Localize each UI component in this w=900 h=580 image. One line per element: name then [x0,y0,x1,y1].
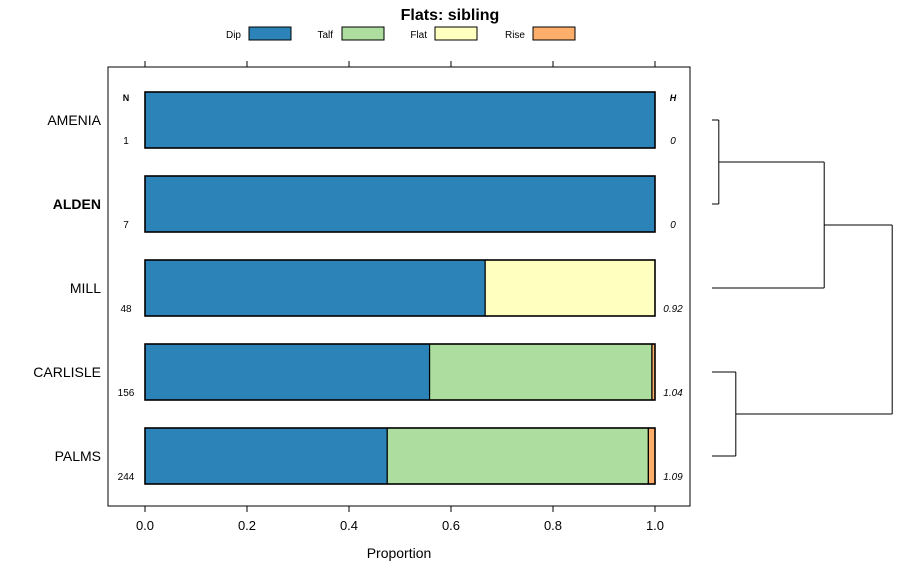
bar-outline-palms [144,427,656,485]
bar-segment-carlisle-talf [428,343,653,401]
bar-outline-alden [144,175,656,233]
legend-swatch-rise [532,26,576,41]
row-labels: AMENIA 1 0 ALDEN 7 0 MILL 48 0.92 CARLISLE 156 1.04… [33,112,683,483]
x-tick-label: 1.0 [646,518,664,533]
row-count-palms: 244 [118,472,135,483]
row-entropy-palms: 1.09 [663,472,683,483]
x-axis: 0.0 0.2 0.4 0.6 0.8 1.0 [136,61,664,533]
count-header: N [123,93,130,103]
bar-outline-mill [144,259,656,317]
x-tick-label: 0.4 [340,518,358,533]
row-label-amenia: AMENIA [47,112,101,128]
legend-swatch-dip [248,26,292,41]
row-entropy-carlisle: 1.04 [663,388,683,399]
bar-outline-carlisle [144,343,656,401]
legend-label-rise: Rise [505,30,525,41]
bars [144,91,656,485]
bar-segment-palms-dip [144,427,388,485]
row-label-mill: MILL [70,280,101,296]
legend: Dip Talf Flat Rise [226,26,576,41]
row-count-amenia: 1 [123,136,129,147]
legend-label-talf: Talf [317,30,333,41]
row-count-alden: 7 [123,220,129,231]
bar-segment-mill-flat [484,259,656,317]
bar-segment-alden-dip [144,175,656,233]
bar-segment-carlisle-dip [144,343,431,401]
legend-swatch-talf [341,26,385,41]
row-count-carlisle: 156 [118,388,135,399]
legend-label-flat: Flat [410,30,427,41]
x-tick-label: 0.0 [136,518,154,533]
row-entropy-mill: 0.92 [663,304,683,315]
row-label-alden: ALDEN [53,196,101,212]
bar-outline-amenia [144,91,656,149]
plot-frame [107,66,691,507]
bar-segment-mill-dip [144,259,486,317]
legend-swatch-flat [434,26,478,41]
x-tick-label: 0.6 [442,518,460,533]
bar-segment-amenia-dip [144,91,656,149]
row-count-mill: 48 [120,304,132,315]
x-tick-label: 0.8 [544,518,562,533]
row-entropy-alden: 0 [670,220,676,231]
x-axis-label: Proportion [367,545,432,561]
x-tick-label: 0.2 [238,518,256,533]
bar-segment-palms-talf [386,427,649,485]
row-entropy-amenia: 0 [670,136,676,147]
row-label-carlisle: CARLISLE [33,364,101,380]
chart-title: Flats: sibling [401,7,500,24]
legend-label-dip: Dip [226,30,241,41]
dendrogram [712,119,893,457]
entropy-header: H [670,93,677,103]
row-label-palms: PALMS [55,448,101,464]
bar-segment-palms-rise [647,427,656,485]
